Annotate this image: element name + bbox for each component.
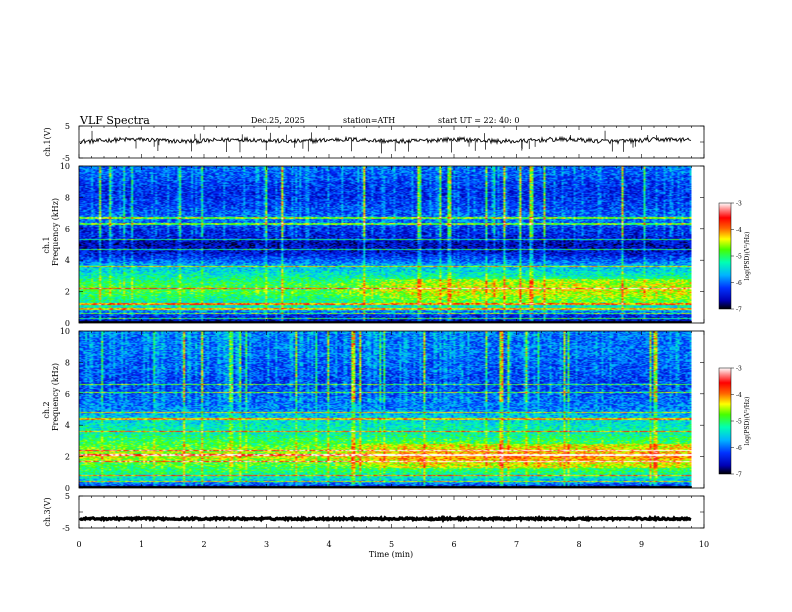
header-start-time: start UT = 22: 40: 0 <box>438 116 519 125</box>
ch2-spectrogram-ytick-labels: 0 2 4 6 8 10 <box>60 327 70 493</box>
time-tick-label: 4 <box>326 540 331 549</box>
ch1-waveform-ticks <box>78 125 705 159</box>
ch1-colorbar-label: log(PSD)(V²/Hz) <box>744 232 751 281</box>
ch2-spectrogram-ylabel: Frequency (kHz) <box>51 363 60 431</box>
frequency-tick-label: 2 <box>65 453 70 462</box>
ch3-waveform-frame <box>78 495 705 529</box>
time-tick-label: 8 <box>576 540 581 549</box>
colorbar-tick-label: -5 <box>736 419 742 426</box>
frequency-tick-label: 2 <box>65 288 70 297</box>
ch2-spectrogram-ylabel-channel: ch.2 <box>42 401 51 418</box>
ch1-waveform-trace <box>80 130 692 154</box>
time-tick-label: 10 <box>699 540 709 549</box>
colorbar-tick-label: -6 <box>736 445 742 452</box>
time-axis-tick-labels: 0 1 2 3 4 5 6 7 8 9 10 <box>76 540 709 549</box>
colorbar-tick-label: -6 <box>736 280 742 287</box>
ch1-spectrogram-image <box>79 166 692 323</box>
ch2-colorbar <box>718 367 732 475</box>
ch3-ylabel: ch.3(V) <box>43 497 52 526</box>
ch3-ytick-bottom: -5 <box>62 524 70 533</box>
ch1-colorbar-ticks: -3 -4 -5 -6 -7 <box>731 201 742 314</box>
ch2-colorbar-label: log(PSD)(V²/Hz) <box>744 397 751 446</box>
waveform-line <box>78 514 692 524</box>
ch1-spectrogram-ticks <box>78 165 705 324</box>
frequency-tick-label: 10 <box>60 162 70 171</box>
header-station: station=ATH <box>343 116 395 125</box>
ch1-colorbar <box>718 202 732 310</box>
ch2-spectrogram-image <box>79 331 692 488</box>
time-tick-label: 6 <box>451 540 456 549</box>
colorbar-tick-label: -3 <box>736 366 742 373</box>
colorbar-tick-label: -3 <box>736 201 742 208</box>
ch2-colorbar-ticks: -3 -4 -5 -6 -7 <box>731 366 742 479</box>
frequency-tick-label: 10 <box>60 327 70 336</box>
time-tick-label: 5 <box>389 540 394 549</box>
ch1-ytick-bottom: -5 <box>62 154 70 163</box>
time-tick-label: 9 <box>639 540 644 549</box>
ch3-ytick-top: 5 <box>65 492 70 501</box>
frequency-tick-label: 0 <box>65 319 70 328</box>
frequency-tick-label: 8 <box>65 193 70 202</box>
colorbar-tick-label: -5 <box>736 254 742 261</box>
colorbar-tick-label: -4 <box>736 392 742 399</box>
colorbar-tick-label: -4 <box>736 227 742 234</box>
frequency-tick-label: 4 <box>65 256 70 265</box>
time-tick-label: 3 <box>264 540 269 549</box>
ch1-spectrogram-ylabel: Frequency (kHz) <box>51 198 60 266</box>
ch3-waveform-panel: 5 -5 ch.3(V) <box>43 492 705 533</box>
frequency-tick-label: 4 <box>65 421 70 430</box>
ch1-ylabel: ch.1(V) <box>43 127 52 156</box>
time-tick-label: 0 <box>76 540 81 549</box>
ch1-waveform-panel: 5 -5 ch.1(V) <box>43 122 705 163</box>
ch1-ytick-top: 5 <box>65 122 70 131</box>
colorbar-tick-label: -7 <box>736 472 742 479</box>
figure-title: VLF Spectra <box>79 114 150 127</box>
ch1-spectrogram-ylabel-channel: ch.1 <box>42 236 51 253</box>
frequency-tick-label: 6 <box>65 225 70 234</box>
frequency-tick-label: 0 <box>65 484 70 493</box>
frequency-tick-label: 8 <box>65 358 70 367</box>
time-axis-label: Time (min) <box>369 550 413 559</box>
ch2-spectrogram-ticks <box>78 330 705 489</box>
ch3-waveform-trace <box>78 514 692 524</box>
ch3-waveform-ticks <box>78 495 705 529</box>
time-tick-label: 1 <box>139 540 144 549</box>
ch1-spectrogram-ytick-labels: 0 2 4 6 8 10 <box>60 162 70 328</box>
waveform-line <box>80 135 692 146</box>
time-tick-label: 7 <box>514 540 519 549</box>
header-date: Dec.25, 2025 <box>251 116 305 125</box>
frequency-tick-label: 6 <box>65 390 70 399</box>
time-tick-label: 2 <box>201 540 206 549</box>
colorbar-tick-label: -7 <box>736 307 742 314</box>
